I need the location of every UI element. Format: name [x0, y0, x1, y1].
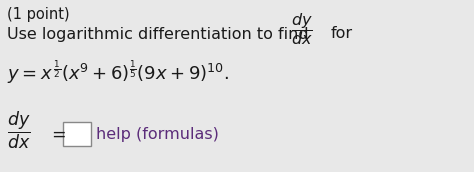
Text: $\dfrac{dy}{dx}$: $\dfrac{dy}{dx}$ — [8, 109, 31, 151]
Text: $y = x^{\,\frac{1}{2}}(x^9+6)^{\frac{1}{5}}(9x+9)^{10}.$: $y = x^{\,\frac{1}{2}}(x^9+6)^{\frac{1}{… — [8, 58, 229, 86]
Text: Use logarithmic differentiation to find: Use logarithmic differentiation to find — [8, 26, 309, 41]
FancyBboxPatch shape — [63, 122, 91, 146]
Text: help (formulas): help (formulas) — [96, 126, 219, 142]
Text: for: for — [331, 26, 353, 41]
Text: (1 point): (1 point) — [8, 7, 70, 22]
Text: $\dfrac{dy}{dx}$: $\dfrac{dy}{dx}$ — [291, 11, 313, 47]
Text: $=$: $=$ — [48, 125, 66, 143]
